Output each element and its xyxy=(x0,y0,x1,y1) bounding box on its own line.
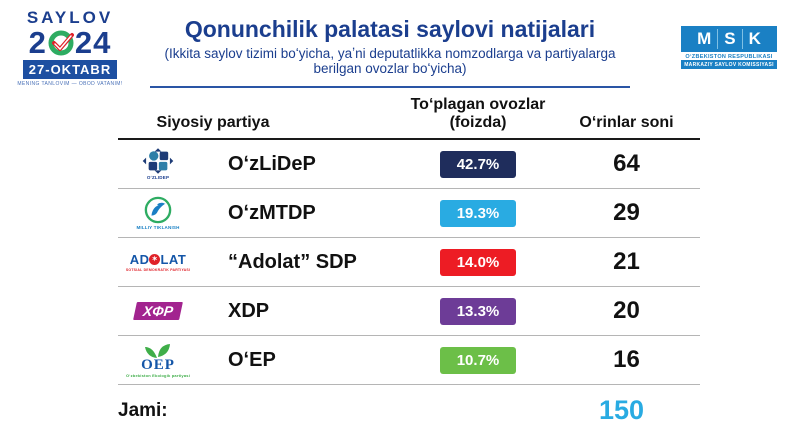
msk-letters-box: M S K xyxy=(681,26,777,52)
ozlidep-logo: OʻZLIDEP xyxy=(118,148,198,180)
msk-org-line1: OʻZBEKISTON RESPUBLIKASI xyxy=(685,54,773,60)
column-header-seats: Oʻrinlar soni xyxy=(579,114,674,131)
results-table: Siyosiy partiya Toʻplagan ovozlar (foizd… xyxy=(118,96,700,426)
vote-share-badge: 42.7% xyxy=(440,150,516,178)
oep-logo-caption: Oʻzbekiston Ekologik partiyasi xyxy=(125,372,190,378)
table-row: OEP Oʻzbekiston Ekologik partiyasi OʻEP … xyxy=(118,336,700,385)
table-header-row: Siyosiy partiya Toʻplagan ovozlar (foizd… xyxy=(118,96,700,140)
saylov-date-badge: 27-OKTABR xyxy=(22,60,118,79)
adolat-text-right: LAT xyxy=(160,252,187,267)
adolat-text-left: AD xyxy=(129,252,150,267)
votes-cell: 13.3% xyxy=(403,297,553,325)
ozlidep-logo-caption: OʻZLIDEP xyxy=(146,175,170,180)
page-title: Qonunchilik palatasi saylovi natijalari xyxy=(184,16,596,42)
page-subtitle: (Ikkita saylov tizimi boʻyicha, yaʼni de… xyxy=(164,46,616,76)
vote-share-badge: 10.7% xyxy=(440,346,516,374)
votes-cell: 10.7% xyxy=(403,346,553,374)
msk-letter-k: K xyxy=(748,29,761,48)
seats-value: 29 xyxy=(613,199,640,226)
msk-letter-m: M xyxy=(697,29,712,48)
votes-cell: 42.7% xyxy=(403,150,553,178)
total-row: Jami: 150 xyxy=(118,385,700,426)
title-underline xyxy=(150,86,630,88)
table-row: XΦP XDP 13.3% 20 xyxy=(118,287,700,336)
column-header-party: Siyosiy partiya xyxy=(156,114,270,131)
seats-value: 16 xyxy=(613,346,640,373)
msk-divider xyxy=(741,29,743,49)
table-row: OʻZLIDEP OʻzLiDeP 42.7% 64 xyxy=(118,140,700,189)
adolat-logo-caption: SOTSIAL DEMOKRATIK PARTIYASI xyxy=(125,268,191,272)
column-header-votes: Toʻplagan ovozlar (foizda) xyxy=(410,96,546,131)
ozmtdp-logo: MILLIY TIKLANISH xyxy=(118,196,198,230)
seats-value: 21 xyxy=(613,248,640,275)
total-label: Jami: xyxy=(118,399,168,421)
adolat-logo: AD ✶ LAT SOTSIAL DEMOKRATIK PARTIYASI xyxy=(118,252,198,272)
msk-divider xyxy=(717,29,719,49)
msk-logo: M S K OʻZBEKISTON RESPUBLIKASI MARKAZIY … xyxy=(681,26,777,69)
vote-share-badge: 13.3% xyxy=(440,297,516,325)
page-header: Qonunchilik palatasi saylovi natijalari … xyxy=(140,16,640,76)
saylov-2024-logo: SAYLOV 2 24 27-OKTABR MENING TANLOVIM — … xyxy=(16,8,124,87)
table-row: AD ✶ LAT SOTSIAL DEMOKRATIK PARTIYASI “Ado… xyxy=(118,238,700,287)
xdp-logo: XΦP xyxy=(118,302,198,320)
party-name: OʻEP xyxy=(228,348,276,371)
xdp-text: XΦP xyxy=(142,303,174,319)
adolat-emblem-icon: ✶ xyxy=(149,254,161,265)
ozmtdp-dove-icon xyxy=(144,196,172,224)
votes-cell: 14.0% xyxy=(403,248,553,276)
saylov-year: 2 24 xyxy=(16,25,124,60)
msk-letter-s: S xyxy=(724,29,736,48)
saylov-word: SAYLOV xyxy=(26,8,114,27)
oep-logo: OEP Oʻzbekiston Ekologik partiyasi xyxy=(118,343,198,378)
party-name: “Adolat” SDP xyxy=(228,250,357,273)
oep-wordmark: OEP xyxy=(141,356,175,373)
saylov-slogan: MENING TANLOVIM — OBOD VATANIM! xyxy=(17,81,123,87)
votes-cell: 19.3% xyxy=(403,199,553,227)
year-digits-24: 24 xyxy=(74,25,112,60)
oep-leaves-icon xyxy=(145,343,170,358)
ozlidep-emblem-icon xyxy=(142,148,174,174)
party-name: OʻzLiDeP xyxy=(228,152,316,175)
party-name: OʻzMTDP xyxy=(228,201,316,224)
adolat-wordmark: AD ✶ LAT xyxy=(130,252,187,267)
vote-share-badge: 19.3% xyxy=(440,199,516,227)
year-digit-2: 2 xyxy=(28,25,47,60)
globe-check-icon xyxy=(48,30,74,56)
seats-value: 64 xyxy=(613,150,640,177)
seats-value: 20 xyxy=(613,297,640,324)
total-seats-value: 150 xyxy=(598,395,645,425)
ozmtdp-logo-caption: MILLIY TIKLANISH xyxy=(136,225,180,230)
msk-org-line2: MARKAZIY SAYLOV KOMISSIYASI xyxy=(681,60,777,69)
vote-share-badge: 14.0% xyxy=(440,248,516,276)
xdp-wordmark: XΦP xyxy=(132,302,184,320)
table-row: MILLIY TIKLANISH OʻzMTDP 19.3% 29 xyxy=(118,189,700,238)
party-name: XDP xyxy=(228,299,270,322)
